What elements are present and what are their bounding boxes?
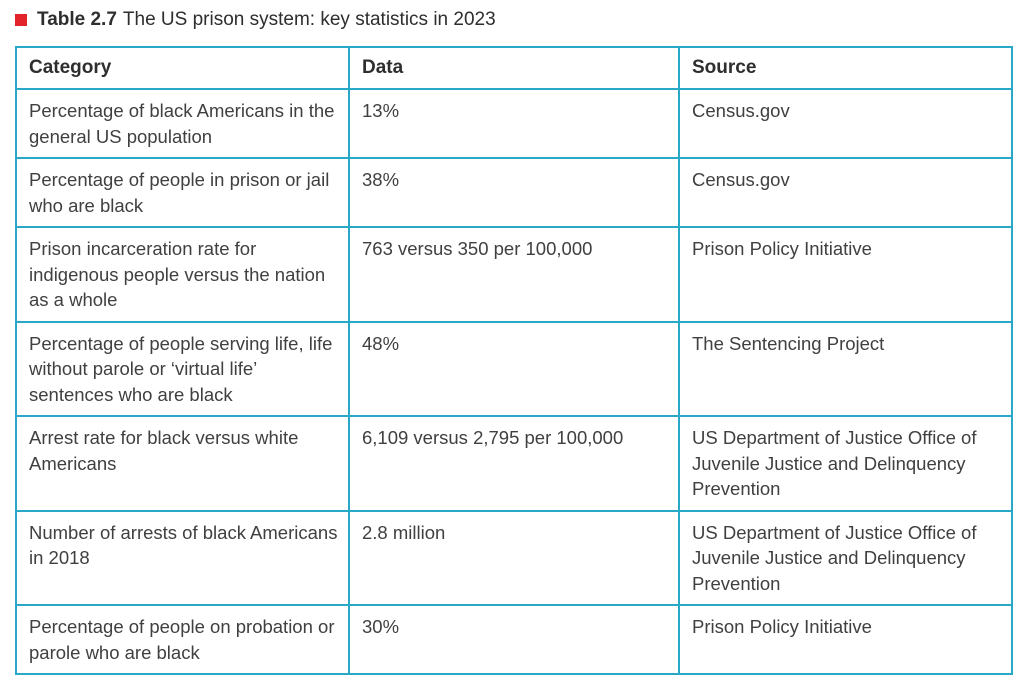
table-row: Number of arrests of black Americans in …	[15, 509, 1013, 606]
source-cell: The Sentencing Project	[678, 320, 1013, 417]
table-row: Prison incarceration rate for indigenous…	[15, 226, 1013, 323]
category-cell: Arrest rate for black versus white Ameri…	[15, 415, 350, 512]
red-square-icon	[15, 14, 27, 26]
category-cell: Percentage of people on probation or par…	[15, 604, 350, 675]
category-cell: Prison incarceration rate for indigenous…	[15, 226, 350, 323]
category-cell: Percentage of people in prison or jail w…	[15, 157, 350, 228]
source-cell: US Department of Justice Office of Juven…	[678, 509, 1013, 606]
column-header-category: Category	[15, 46, 350, 90]
category-cell: Percentage of people serving life, life …	[15, 320, 350, 417]
source-cell: US Department of Justice Office of Juven…	[678, 415, 1013, 512]
data-cell: 48%	[348, 320, 680, 417]
source-cell: Prison Policy Initiative	[678, 604, 1013, 675]
category-cell: Number of arrests of black Americans in …	[15, 509, 350, 606]
column-header-data: Data	[348, 46, 680, 90]
data-cell: 30%	[348, 604, 680, 675]
data-cell: 38%	[348, 157, 680, 228]
table-row: Percentage of people on probation or par…	[15, 604, 1013, 675]
source-cell: Prison Policy Initiative	[678, 226, 1013, 323]
data-cell: 763 versus 350 per 100,000	[348, 226, 680, 323]
data-cell: 2.8 million	[348, 509, 680, 606]
column-header-source: Source	[678, 46, 1013, 90]
data-cell: 13%	[348, 88, 680, 159]
header-row: Category Data Source	[15, 46, 1013, 90]
data-cell: 6,109 versus 2,795 per 100,000	[348, 415, 680, 512]
caption-label: Table 2.7	[37, 9, 117, 30]
source-cell: Census.gov	[678, 157, 1013, 228]
table-row: Percentage of black Americans in the gen…	[15, 88, 1013, 159]
source-cell: Census.gov	[678, 88, 1013, 159]
table-row: Arrest rate for black versus white Ameri…	[15, 415, 1013, 512]
table-row: Percentage of people in prison or jail w…	[15, 157, 1013, 228]
table-caption: Table 2.7 The US prison system: key stat…	[15, 9, 496, 31]
table-row: Percentage of people serving life, life …	[15, 320, 1013, 417]
caption-title: The US prison system: key statistics in …	[122, 9, 496, 30]
category-cell: Percentage of black Americans in the gen…	[15, 88, 350, 159]
statistics-table: Category Data Source Percentage of black…	[15, 46, 1013, 675]
